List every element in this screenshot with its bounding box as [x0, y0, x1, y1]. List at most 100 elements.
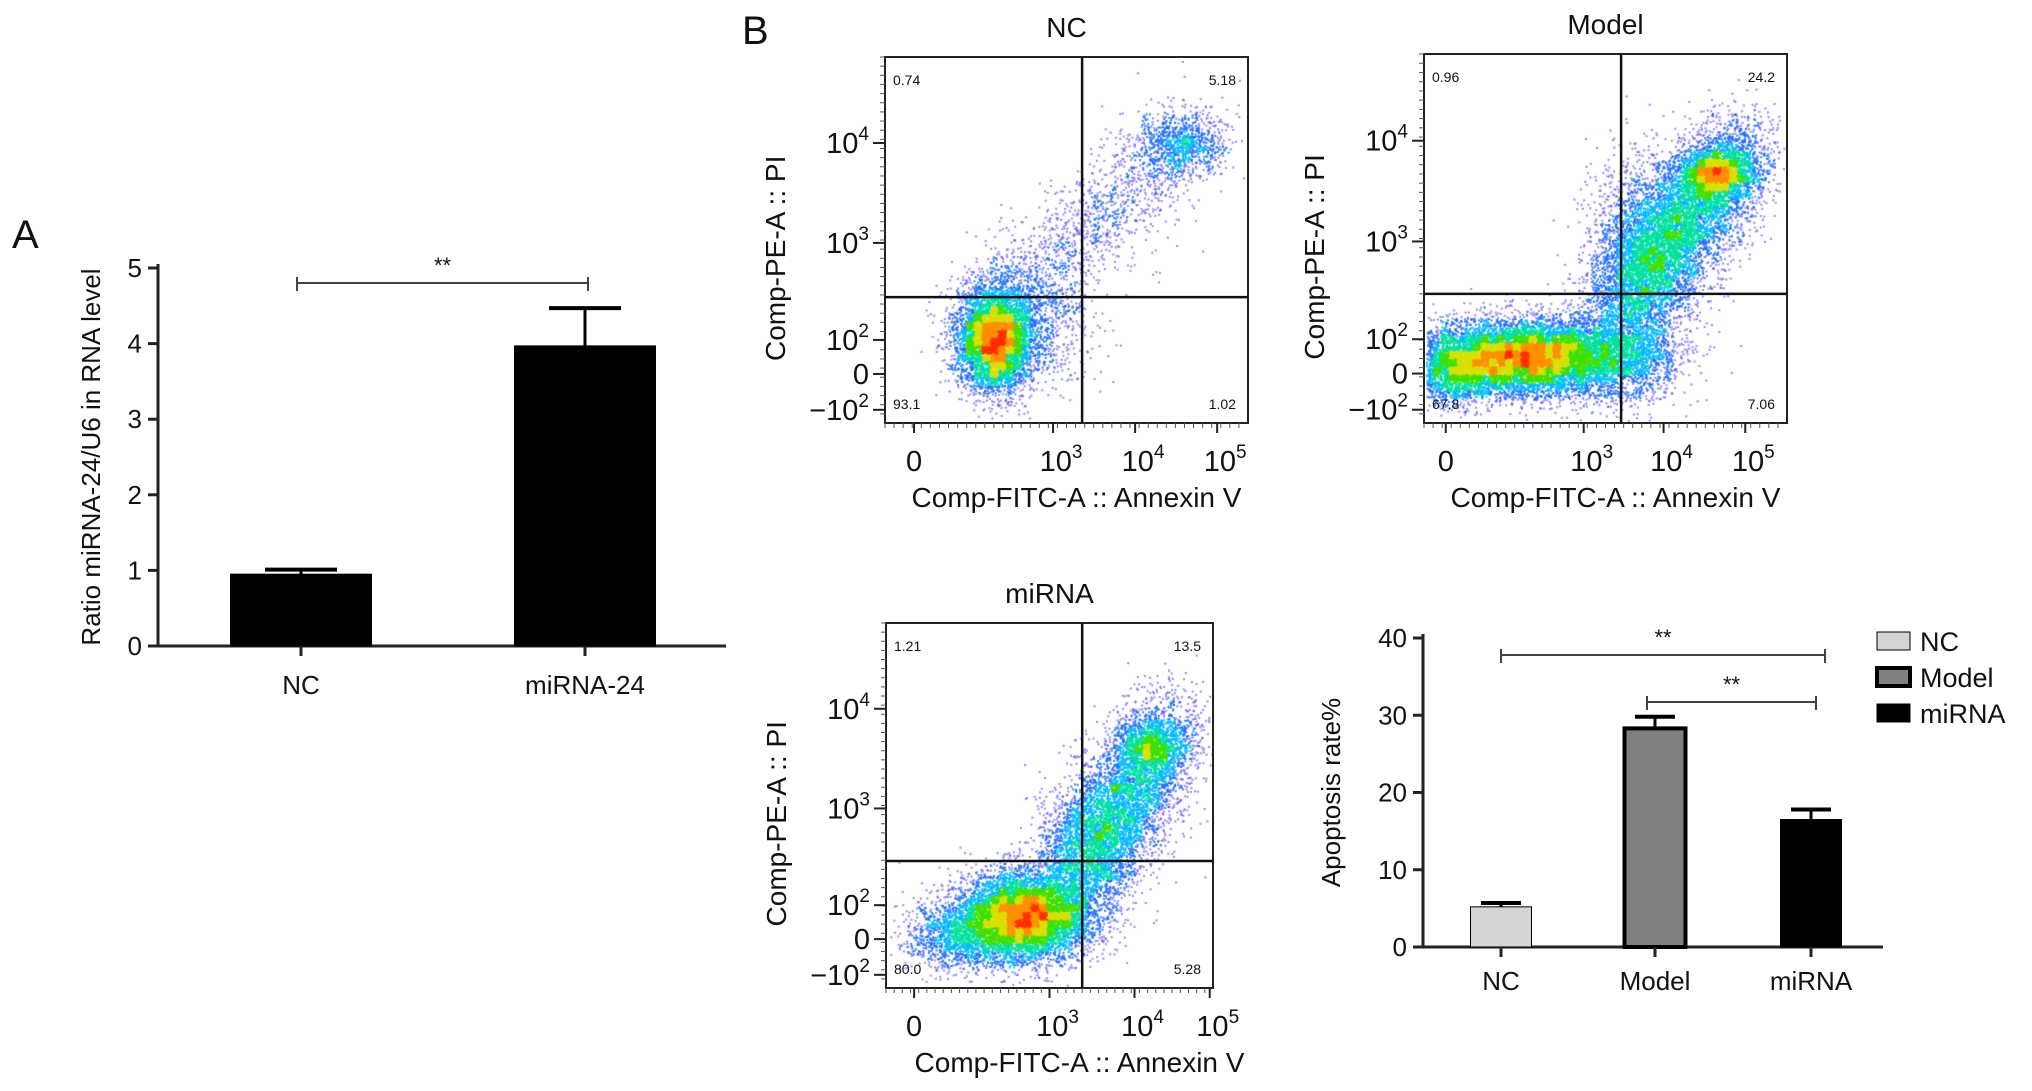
- y-tick-label: 104: [827, 690, 870, 726]
- panel-label-b: B: [742, 9, 769, 53]
- tick-base: 0: [1438, 446, 1454, 478]
- quadrant-lower-right: 1.02: [1209, 396, 1236, 412]
- tick-base: 0: [854, 924, 870, 956]
- tick-base: 0: [853, 359, 869, 391]
- x-tick-label: 105: [1204, 442, 1247, 478]
- tick-base: 10: [1365, 126, 1397, 158]
- tick-exponent: 2: [1397, 391, 1408, 412]
- quadrant-lower-right: 5.28: [1174, 961, 1201, 977]
- tick-exponent: 4: [1154, 442, 1165, 463]
- tick-exponent: 3: [858, 224, 869, 245]
- tick-base: 10: [1365, 324, 1397, 356]
- tick-base: 0: [1392, 359, 1408, 391]
- y-axis-label: Comp-PE-A :: PI: [760, 156, 791, 361]
- y-tick-label: 103: [826, 224, 869, 260]
- tick-base: 10: [827, 890, 859, 922]
- y-tick-label: 20: [1378, 778, 1407, 808]
- quadrant-upper-left: 0.74: [893, 72, 920, 88]
- quadrant-lower-left: 80.0: [894, 961, 921, 977]
- tick-exponent: 2: [1397, 320, 1408, 341]
- quadrant-lower-left: 93.1: [893, 396, 920, 412]
- x-tick-label: 0: [1438, 446, 1454, 478]
- y-tick-label: 102: [826, 321, 869, 357]
- tick-exponent: 5: [1764, 442, 1775, 463]
- x-tick-label: 103: [1570, 442, 1613, 478]
- y-tick-label: 0: [854, 924, 870, 956]
- x-tick-label: Model: [1620, 966, 1691, 996]
- tick-base: 10: [826, 128, 858, 160]
- y-tick-label: 102: [827, 886, 870, 922]
- x-tick-label: 105: [1196, 1007, 1239, 1043]
- plot-frame: [1423, 53, 1788, 424]
- tick-base: 10: [1570, 446, 1602, 478]
- y-tick-label: 5: [128, 253, 142, 283]
- quadrant-lower-left: 67.8: [1432, 396, 1459, 412]
- y-axis-label: Comp-PE-A :: PI: [1299, 154, 1330, 359]
- quadrant-upper-right: 24.2: [1748, 69, 1775, 85]
- x-tick-label: 104: [1122, 442, 1165, 478]
- tick-base: 10: [1204, 446, 1236, 478]
- bar-nc: [1470, 906, 1532, 948]
- x-tick-label: 103: [1036, 1007, 1079, 1043]
- tick-exponent: 4: [858, 124, 869, 145]
- scatter-points-mirna: [886, 623, 1213, 988]
- plot-title: miRNA: [1005, 578, 1094, 609]
- legend-swatch-model: [1875, 666, 1912, 688]
- tick-exponent: 5: [1236, 442, 1247, 463]
- tick-base: 10: [1040, 446, 1072, 478]
- significance-label: **: [434, 253, 452, 278]
- bar-model: [1622, 726, 1688, 949]
- tick-base: 0: [906, 1011, 922, 1043]
- y-tick-label: 10: [1378, 855, 1407, 885]
- scatter-points-nc: [885, 57, 1248, 423]
- tick-base: 10: [827, 793, 859, 825]
- tick-base: 10: [826, 228, 858, 260]
- x-tick-label: miRNA-24: [525, 670, 645, 700]
- plot-title: Model: [1567, 9, 1643, 40]
- tick-exponent: 3: [859, 789, 870, 810]
- tick-exponent: 3: [1068, 1007, 1079, 1028]
- y-tick-label: 104: [826, 124, 869, 160]
- tick-exponent: 2: [858, 391, 869, 412]
- quadrant-upper-left: 0.96: [1432, 69, 1459, 85]
- y-tick-label: 3: [128, 404, 142, 434]
- bar-chart-A: 0 1 2 3 4 5 Ratio miRNA-24/U6 in RNA level NC mi…: [76, 253, 726, 700]
- quadrant-upper-right: 5.18: [1209, 72, 1236, 88]
- tick-exponent: 4: [859, 690, 870, 711]
- bar-chart-B-bar: 0 10 20 30 40 Apoptosis rate% NC Model miRNA ** **…: [1316, 623, 2006, 996]
- bar-mirna: [1780, 819, 1842, 948]
- x-tick-label: miRNA: [1770, 966, 1853, 996]
- tick-base: −10: [1348, 395, 1397, 427]
- tick-exponent: 2: [859, 956, 870, 977]
- tick-base: 0: [906, 446, 922, 478]
- x-tick-label: 0: [906, 446, 922, 478]
- tick-exponent: 4: [1397, 122, 1408, 143]
- y-tick-label: 103: [827, 789, 870, 825]
- legend-swatch-nc: [1876, 631, 1911, 651]
- tick-base: 10: [827, 694, 859, 726]
- plot-frame: [885, 622, 1214, 989]
- x-tick-label: 104: [1650, 442, 1693, 478]
- x-tick-label: NC: [282, 670, 320, 700]
- y-axis-label: Apoptosis rate%: [1316, 698, 1346, 887]
- y-tick-label: 4: [128, 329, 142, 359]
- x-axis-label: Comp-FITC-A :: Annexin V: [912, 482, 1242, 513]
- y-tick-label: 0: [1393, 932, 1407, 962]
- y-tick-label: 103: [1365, 222, 1408, 258]
- tick-exponent: 2: [858, 321, 869, 342]
- tick-exponent: 5: [1229, 1007, 1240, 1028]
- x-axis-label: Comp-FITC-A :: Annexin V: [1451, 482, 1781, 513]
- tick-exponent: 3: [1072, 442, 1083, 463]
- tick-base: 10: [1732, 446, 1764, 478]
- tick-base: 10: [1650, 446, 1682, 478]
- tick-base: 10: [1122, 446, 1154, 478]
- y-tick-label: 0: [853, 359, 869, 391]
- scatter-points-model: [1424, 54, 1787, 423]
- x-tick-label: 0: [906, 1011, 922, 1043]
- y-tick-label: 2: [128, 480, 142, 510]
